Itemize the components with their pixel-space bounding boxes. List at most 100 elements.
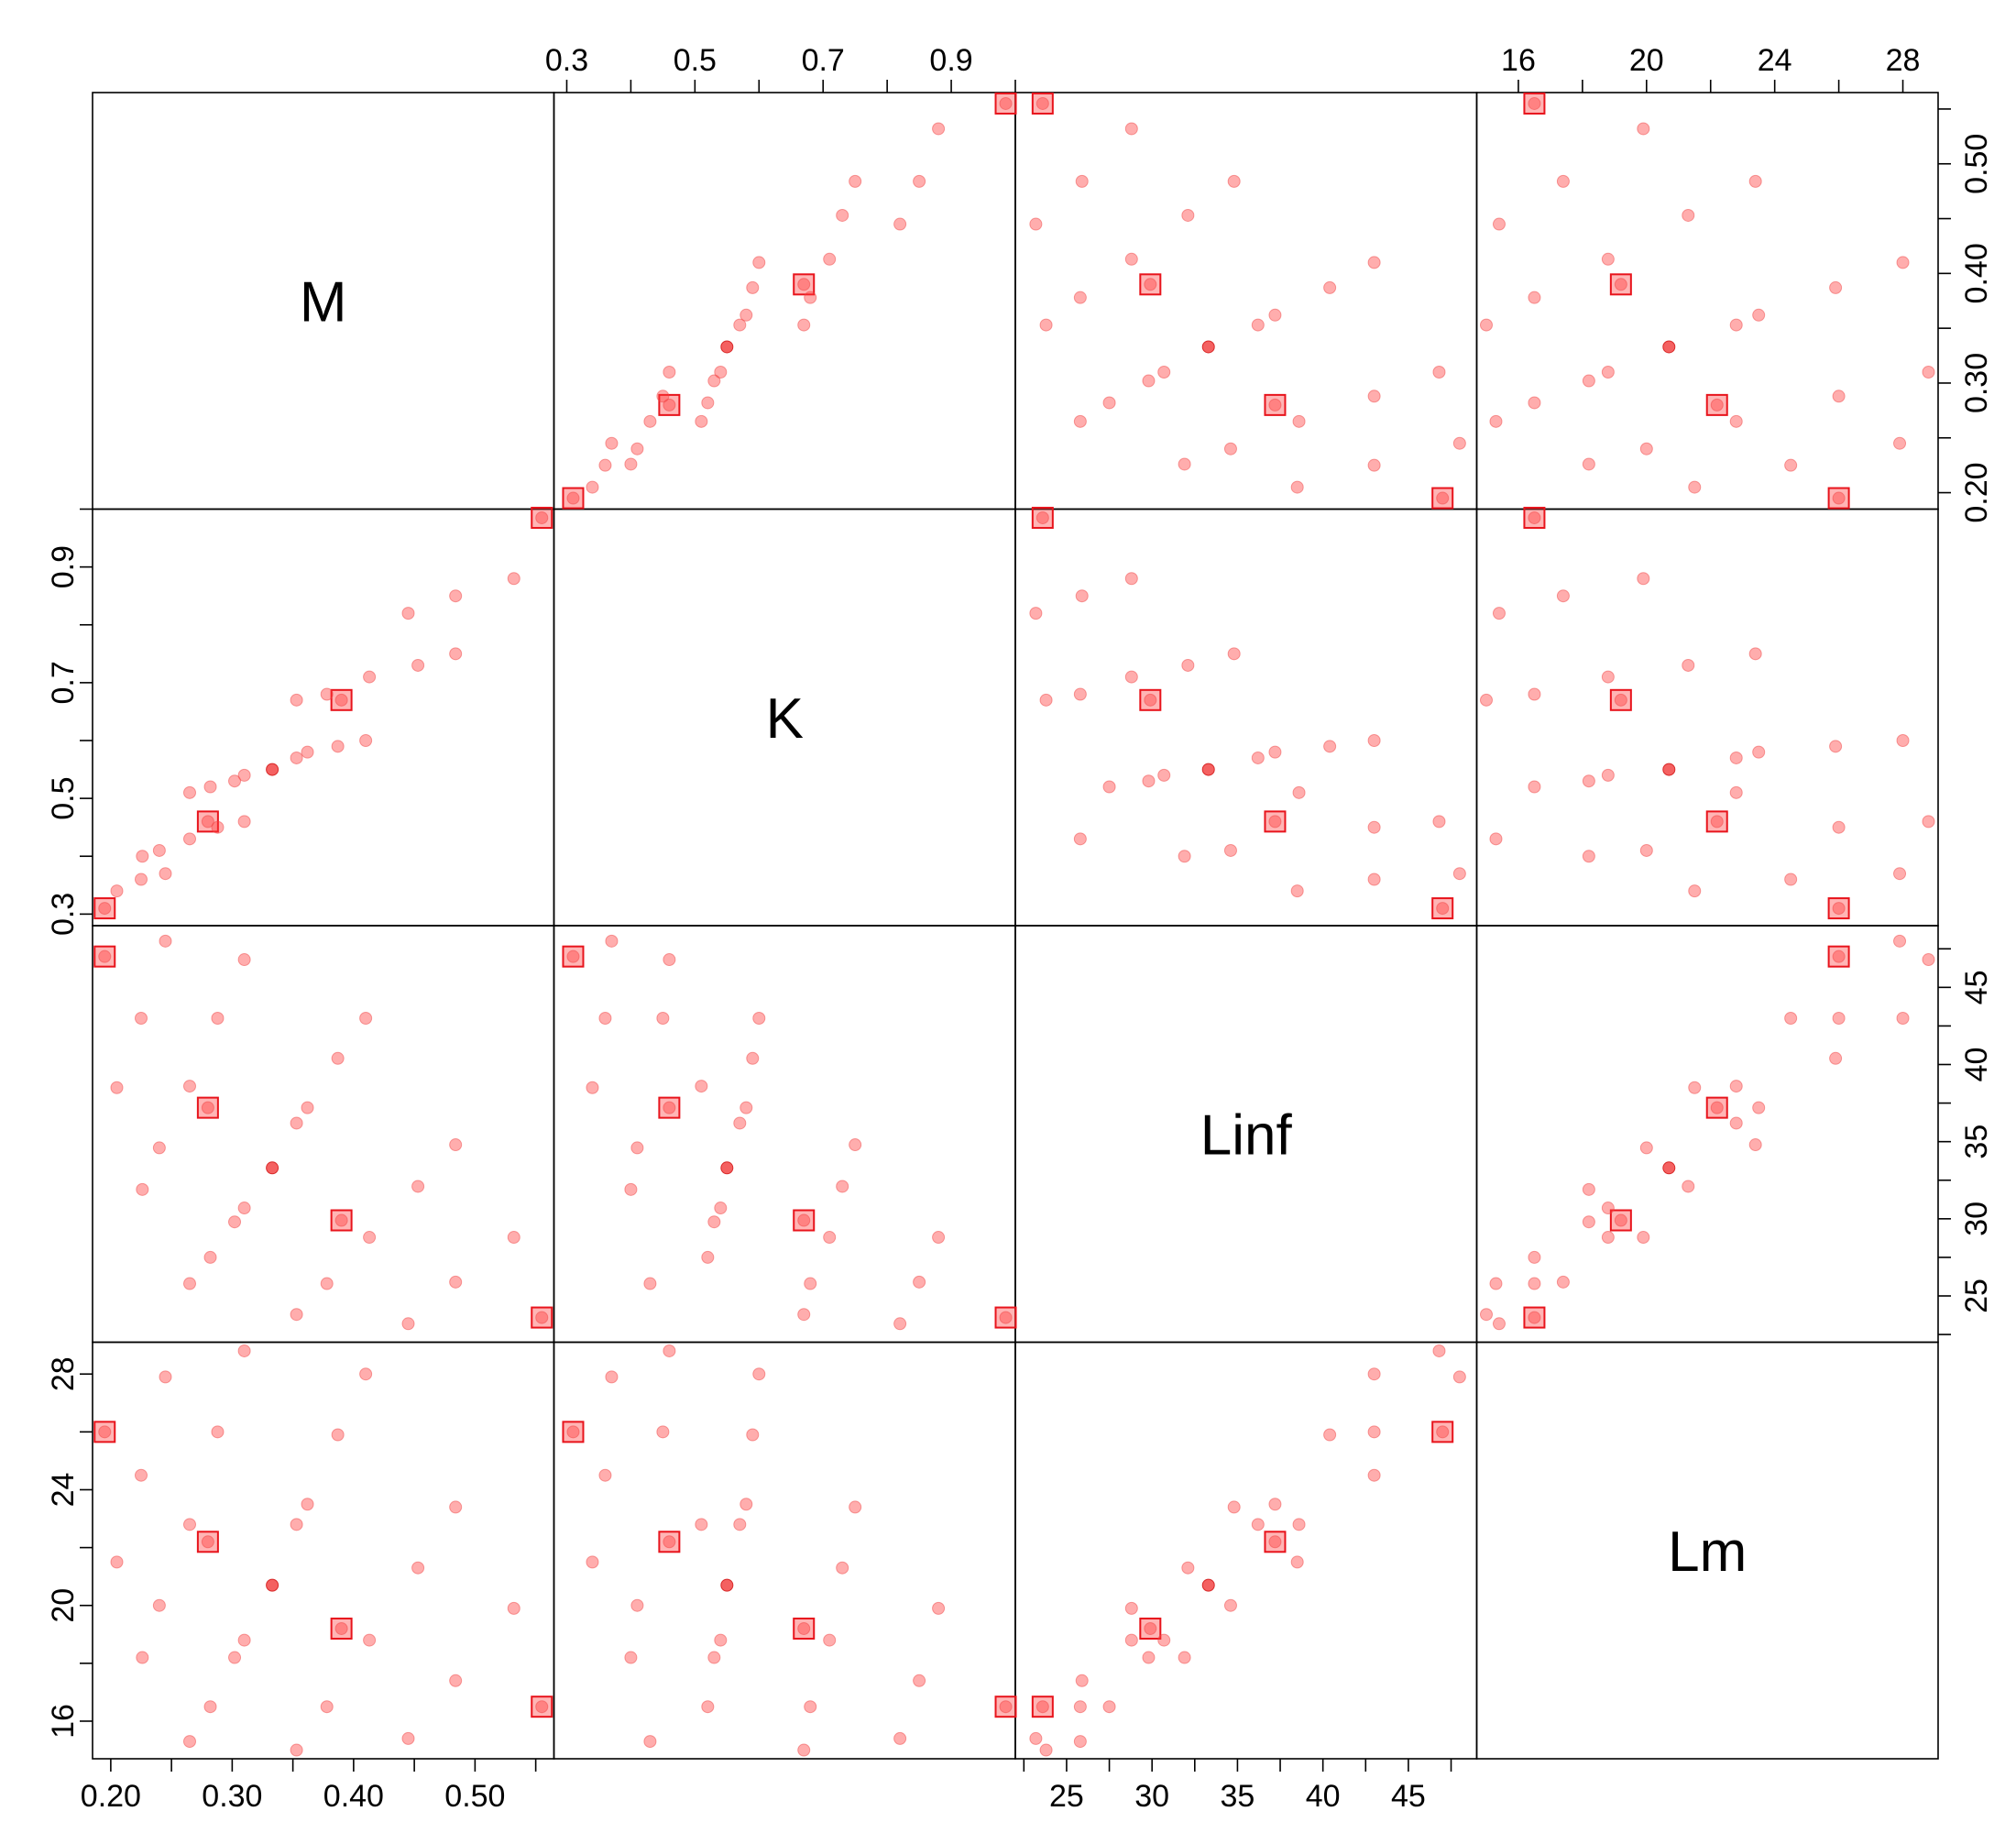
point-Lm-Linf-18 [1039, 1743, 1053, 1757]
point-M-Linf-4 [1201, 340, 1215, 354]
point-Lm-Linf-15 [1157, 1633, 1171, 1647]
point-M-K-9 [605, 436, 619, 450]
point-K-Linf-19 [1268, 745, 1282, 759]
point-Linf-K-6 [598, 1012, 612, 1025]
highlight-box-Linf-K-1 [658, 1096, 681, 1119]
point-Linf-Lm-24 [1492, 1317, 1506, 1331]
point-Linf-K-8 [630, 1141, 644, 1155]
y-tick-label-M-0: 0.20 [1959, 462, 1994, 522]
point-Lm-K-13 [656, 1425, 670, 1439]
highlight-box-K-M-2 [330, 688, 353, 711]
highlight-box-M-Lm-2 [1609, 273, 1632, 296]
point-Linf-Lm-7 [1582, 1182, 1595, 1196]
point-K-M-4 [266, 763, 279, 776]
point-Linf-K-7 [624, 1182, 638, 1196]
point-K-Lm-0 [1832, 902, 1846, 916]
y-tick-label-K-3: 0.9 [46, 545, 81, 588]
highlight-box-K-Lm-3 [1523, 506, 1546, 529]
point-Linf-M-4 [266, 1161, 279, 1175]
point-Linf-Lm-12 [1528, 1250, 1541, 1264]
point-M-K-8 [630, 442, 644, 456]
point-K-Linf-15 [1157, 768, 1171, 782]
point-K-Lm-10 [1489, 832, 1503, 846]
point-Lm-Linf-7 [1178, 1651, 1191, 1664]
point-K-M-5 [110, 884, 124, 898]
point-Linf-K-2 [797, 1213, 811, 1227]
point-Linf-K-14 [707, 1215, 721, 1229]
point-M-Lm-18 [1479, 318, 1493, 332]
point-K-Lm-12 [1528, 780, 1541, 794]
point-K-Linf-9 [1452, 867, 1466, 881]
point-K-Linf-12 [1102, 780, 1116, 794]
highlight-box-Lm-Linf-1 [1264, 1531, 1287, 1553]
point-K-Lm-22 [1896, 734, 1910, 747]
highlight-box-K-Linf-3 [1031, 506, 1054, 529]
point-Linf-M-17 [290, 1116, 303, 1130]
point-Lm-K-19 [740, 1498, 753, 1511]
point-Linf-M-23 [363, 1231, 377, 1245]
point-Lm-Linf-21 [1323, 1428, 1337, 1442]
point-K-M-23 [363, 670, 377, 684]
point-Linf-K-22 [752, 1012, 766, 1025]
point-Lm-Linf-20 [1073, 1700, 1087, 1714]
point-Linf-M-15 [237, 1202, 251, 1215]
point-M-Linf-7 [1178, 457, 1191, 471]
point-M-Lm-23 [1601, 252, 1615, 266]
point-M-Linf-9 [1452, 436, 1466, 450]
point-K-M-15 [237, 768, 251, 782]
point-Linf-Lm-15 [1601, 1202, 1615, 1215]
point-M-K-28 [932, 122, 946, 136]
point-Lm-Linf-22 [1367, 1367, 1381, 1381]
point-Lm-M-12 [203, 1700, 217, 1714]
point-Lm-M-22 [359, 1367, 373, 1381]
point-Linf-K-17 [733, 1116, 747, 1130]
point-K-M-10 [183, 832, 196, 846]
point-K-Linf-21 [1323, 740, 1337, 753]
y-tick-label-M-2: 0.40 [1959, 243, 1994, 303]
point-K-Lm-5 [1688, 884, 1702, 898]
point-M-K-6 [598, 458, 612, 472]
highlight-box-M-Linf-2 [1139, 273, 1162, 296]
y-tick-label-Lm-0: 16 [46, 1704, 81, 1739]
point-Lm-K-2 [797, 1621, 811, 1635]
highlight-box-Lm-Linf-0 [1431, 1421, 1454, 1443]
point-Linf-K-4 [720, 1161, 734, 1175]
point-M-Lm-17 [1729, 318, 1743, 332]
point-Lm-M-19 [301, 1498, 314, 1511]
point-Linf-M-16 [237, 953, 251, 967]
highlight-box-Lm-K-0 [562, 1421, 585, 1443]
point-Linf-Lm-16 [1922, 953, 1935, 967]
point-Linf-M-6 [135, 1012, 148, 1025]
point-M-K-27 [913, 174, 926, 188]
point-Lm-Linf-23 [1124, 1633, 1138, 1647]
y-tick-label-M-3: 0.50 [1959, 134, 1994, 194]
y-tick-label-K-2: 0.7 [46, 661, 81, 704]
point-Linf-K-3 [999, 1311, 1013, 1324]
point-Lm-K-20 [804, 1700, 817, 1714]
y-tick-label-Linf-0: 25 [1959, 1279, 1994, 1313]
highlight-box-Lm-K-1 [658, 1531, 681, 1553]
point-M-Lm-5 [1688, 480, 1702, 494]
highlight-box-Lm-Linf-3 [1031, 1696, 1054, 1718]
point-K-Linf-13 [1367, 820, 1381, 834]
point-M-K-23 [823, 252, 837, 266]
point-M-K-20 [804, 291, 817, 304]
point-Lm-Linf-26 [1227, 1500, 1241, 1514]
point-Lm-M-23 [363, 1633, 377, 1647]
point-Linf-M-28 [507, 1231, 520, 1245]
point-K-Lm-19 [1752, 745, 1766, 759]
point-Lm-M-21 [331, 1428, 345, 1442]
point-M-Linf-21 [1323, 280, 1337, 294]
point-Linf-Lm-11 [1729, 1080, 1743, 1093]
diagonal-label-Linf: Linf [1200, 1103, 1293, 1167]
highlight-box-M-K-3 [994, 92, 1017, 115]
point-K-Linf-0 [1436, 902, 1450, 916]
y-tick-label-K-1: 0.5 [46, 776, 81, 819]
point-M-Lm-15 [1601, 365, 1615, 379]
point-Linf-M-10 [183, 1277, 196, 1290]
point-Lm-M-27 [449, 1674, 463, 1687]
point-Linf-Lm-3 [1528, 1311, 1541, 1324]
point-M-K-14 [707, 374, 721, 388]
point-K-M-27 [449, 589, 463, 603]
point-K-Linf-8 [1223, 843, 1237, 857]
